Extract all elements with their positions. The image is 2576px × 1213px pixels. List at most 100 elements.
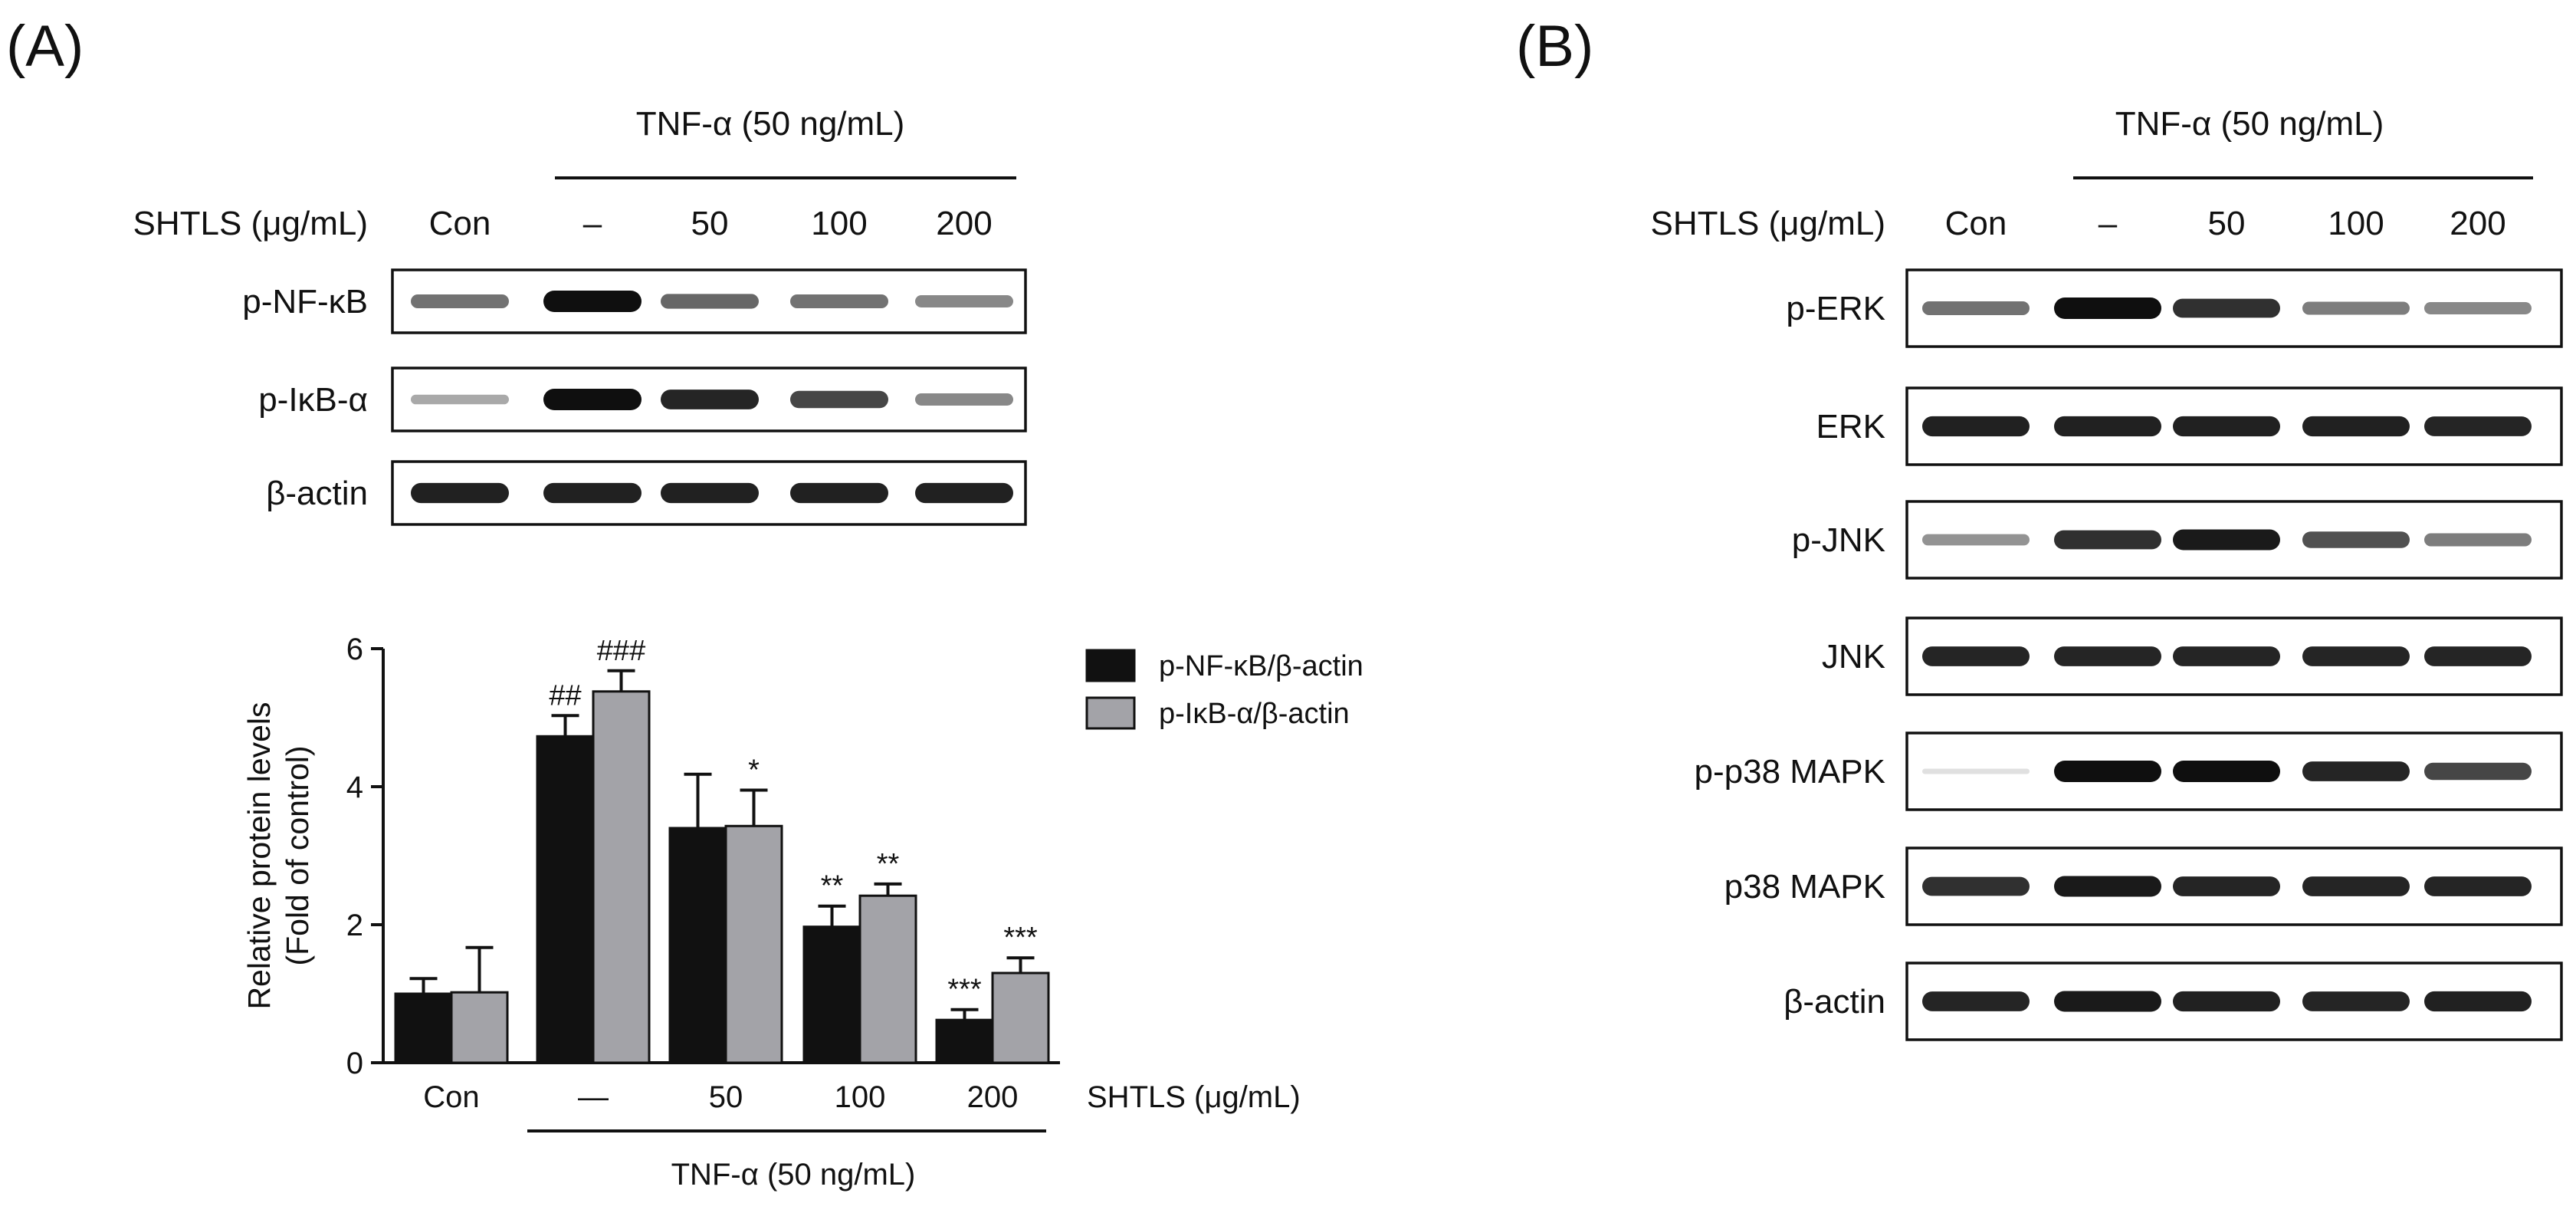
b-blot-label-0: p-ERK <box>1786 290 1885 327</box>
a-blot-label-1: p-IκB-α <box>258 381 368 419</box>
significance-s1-2: * <box>748 754 760 787</box>
panel-b-blots: p-ERK ERK p-JNK JNK p-p38 MAPK p38 MAPK β-acti… <box>1695 268 2563 1041</box>
b-band-0-0 <box>1922 301 2030 316</box>
chart-y-label-line2: (Fold of control) <box>280 745 315 965</box>
legend-label-1: p-IκB-α/β-actin <box>1159 698 1350 730</box>
b-band-5-1 <box>2054 876 2161 897</box>
panel-a-dose-label: SHTLS (μg/mL) <box>133 205 368 242</box>
b-band-2-2 <box>2173 529 2280 551</box>
legend-label-0: p-NF-κB/β-actin <box>1159 650 1363 682</box>
x-tick-label-2: 50 <box>709 1080 743 1114</box>
significance-s0-3: ** <box>821 870 844 902</box>
y-tick-label-3: 6 <box>346 633 363 666</box>
b-band-6-4 <box>2424 991 2532 1012</box>
b-blot-label-5: p38 MAPK <box>1724 868 1885 906</box>
b-band-5-4 <box>2424 876 2532 896</box>
b-blot-4: p-p38 MAPK <box>1695 731 2563 811</box>
a-band-0-1 <box>543 291 642 312</box>
chart-y-label-line1: Relative protein levels <box>241 702 277 1009</box>
b-blot-3: JNK <box>1822 616 2563 696</box>
a-band-0-2 <box>661 294 759 309</box>
b-band-5-2 <box>2173 876 2280 896</box>
a-lane-label-0: Con <box>429 205 491 242</box>
b-band-1-0 <box>1922 416 2030 437</box>
a-band-1-0 <box>411 394 509 405</box>
a-blot-1: p-IκB-α <box>258 367 1027 432</box>
chart-x-ticks: Con — 50 100 200 <box>423 1080 1018 1114</box>
chart-bars <box>394 690 1050 1064</box>
bar-s0-0 <box>394 992 453 1064</box>
b-blot-label-1: ERK <box>1816 408 1885 445</box>
bar-s1-3 <box>858 894 917 1064</box>
b-band-2-3 <box>2302 531 2410 548</box>
panel-a-blots: p-NF-κB p-IκB-α β-actin <box>242 268 1027 526</box>
panel-b-treatment-label: TNF-α (50 ng/mL) <box>2115 105 2384 143</box>
b-lane-label-4: 200 <box>2450 205 2505 242</box>
a-band-0-4 <box>915 295 1013 307</box>
b-band-3-4 <box>2424 646 2532 666</box>
b-band-2-0 <box>1922 534 2030 546</box>
b-blot-1: ERK <box>1816 386 2563 466</box>
b-blot-label-4: p-p38 MAPK <box>1695 753 1885 791</box>
b-band-0-1 <box>2054 297 2161 319</box>
b-band-1-4 <box>2424 416 2532 436</box>
bar-s0-2 <box>668 827 727 1064</box>
a-band-2-2 <box>661 482 759 504</box>
b-band-4-0 <box>1922 768 2030 774</box>
bar-s1-2 <box>724 824 783 1064</box>
a-blot-label-0: p-NF-κB <box>242 283 368 321</box>
significance-s0-4: *** <box>947 974 982 1006</box>
b-lane-label-2: 50 <box>2208 205 2246 242</box>
b-band-1-2 <box>2173 416 2280 437</box>
a-band-2-1 <box>543 482 642 504</box>
a-lane-label-4: 200 <box>936 205 992 242</box>
b-band-5-0 <box>1922 876 2030 896</box>
a-band-0-3 <box>790 294 888 309</box>
b-band-6-1 <box>2054 991 2161 1012</box>
b-band-3-1 <box>2054 646 2161 666</box>
b-blot-5: p38 MAPK <box>1724 846 2563 926</box>
b-band-2-1 <box>2054 530 2161 550</box>
a-blot-label-2: β-actin <box>266 475 368 512</box>
b-blot-label-3: JNK <box>1822 638 1885 676</box>
panel-b-dose-label: SHTLS (μg/mL) <box>1650 205 1885 242</box>
x-tick-label-4: 200 <box>967 1080 1019 1114</box>
bar-s0-3 <box>802 925 861 1064</box>
significance-s1-3: ** <box>877 848 900 880</box>
y-tick-label-1: 2 <box>346 909 363 942</box>
a-band-2-3 <box>790 482 888 504</box>
b-band-3-3 <box>2302 646 2410 666</box>
significance-s1-1: ### <box>597 635 645 667</box>
a-band-1-4 <box>915 393 1013 406</box>
b-lane-label-3: 100 <box>2328 205 2384 242</box>
panel-b-lane-labels: Con – 50 100 200 <box>1945 205 2506 242</box>
chart-error-bars <box>409 669 1035 1021</box>
b-band-0-2 <box>2173 298 2280 318</box>
y-tick-label-2: 4 <box>346 771 363 804</box>
b-blot-6: β-actin <box>1784 962 2563 1041</box>
y-tick-label-0: 0 <box>346 1047 363 1080</box>
b-blot-0: p-ERK <box>1786 268 2563 348</box>
a-lane-label-2: 50 <box>691 205 729 242</box>
b-lane-label-0: Con <box>1945 205 2007 242</box>
panel-a-treatment-label: TNF-α (50 ng/mL) <box>636 105 905 143</box>
bar-s0-1 <box>536 735 595 1064</box>
b-band-4-3 <box>2302 761 2410 781</box>
b-lane-label-1: – <box>2099 205 2118 242</box>
legend-swatch-1 <box>1085 696 1136 730</box>
a-blot-0: p-NF-κB <box>242 268 1027 334</box>
b-band-5-3 <box>2302 876 2410 896</box>
b-band-0-4 <box>2424 302 2532 314</box>
b-band-6-3 <box>2302 991 2410 1011</box>
a-band-2-0 <box>411 482 509 504</box>
b-band-3-0 <box>1922 646 2030 666</box>
chart-treatment-label: TNF-α (50 ng/mL) <box>671 1158 916 1192</box>
a-band-0-0 <box>411 294 509 309</box>
b-band-1-3 <box>2302 416 2410 437</box>
bar-s1-0 <box>450 991 509 1064</box>
bar-s0-4 <box>935 1018 994 1064</box>
b-band-4-1 <box>2054 761 2161 782</box>
legend-swatch-0 <box>1085 649 1136 682</box>
